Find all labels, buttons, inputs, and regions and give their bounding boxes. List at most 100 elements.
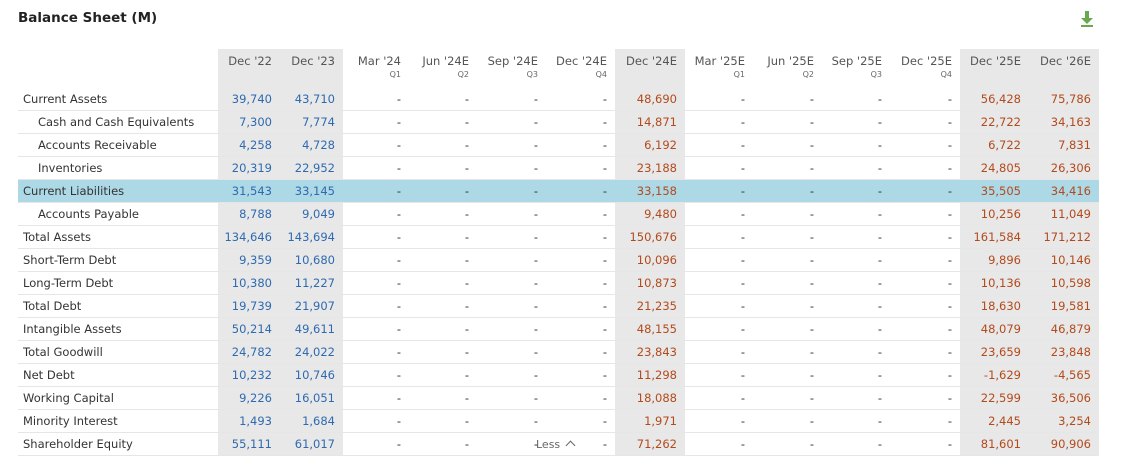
table-cell: 49,611 [280, 317, 343, 341]
download-arrow-icon[interactable] [1080, 10, 1094, 28]
table-cell: 134,646 [218, 225, 280, 249]
table-cell: 11,227 [280, 271, 343, 295]
table-cell: - [753, 110, 822, 134]
table-cell: 11,049 [1029, 202, 1099, 226]
table-cell: 71,262 [615, 432, 685, 456]
table-cell: - [409, 225, 477, 249]
table-cell: 22,952 [280, 156, 343, 180]
table-cell: - [822, 156, 890, 180]
table-row[interactable]: Long-Term Debt 10,380 11,227- - - -10,873- - - -… [18, 271, 1099, 295]
column-header-quarter: Q1 [389, 70, 401, 79]
column-header-label: Jun '25E [767, 54, 814, 68]
column-header: Mar '25E Q1 [685, 49, 753, 88]
table-cell: 43,710 [280, 88, 343, 111]
table-row[interactable]: Current Assets 39,740 43,710- - - -48,690- - - -… [18, 88, 1099, 111]
table-cell: 14,871 [615, 110, 685, 134]
table-cell: - [685, 202, 753, 226]
table-cell: - [343, 202, 409, 226]
table-cell: - [685, 88, 753, 111]
table-cell: -1,629 [960, 363, 1029, 387]
table-cell: 34,163 [1029, 110, 1099, 134]
table-cell: - [753, 179, 822, 203]
table-row[interactable]: Accounts Receivable 4,258 4,728- - - -6,192- -… [18, 133, 1099, 157]
table-cell: - [343, 386, 409, 410]
table-cell: - [753, 202, 822, 226]
table-cell: - [409, 386, 477, 410]
table-row[interactable]: Accounts Payable 8,788 9,049- - - -9,480- - - -1… [18, 202, 1099, 226]
table-cell: 19,739 [218, 294, 280, 318]
column-header: Jun '25E Q2 [753, 49, 822, 88]
table-cell: - [477, 409, 546, 433]
column-header: Dec '22 [218, 49, 280, 88]
table-row[interactable]: Working Capital 9,226 16,051- - - -18,088- - - -… [18, 386, 1099, 410]
table-cell: - [546, 432, 615, 456]
table-cell: 20,319 [218, 156, 280, 180]
table-cell: 10,598 [1029, 271, 1099, 295]
less-toggle-button[interactable]: Less [536, 438, 576, 451]
table-cell: - [409, 88, 477, 111]
table-row[interactable]: Minority Interest 1,493 1,684- - - -1,971- - - -… [18, 409, 1099, 433]
table-cell: 11,298 [615, 363, 685, 387]
table-row[interactable]: Net Debt 10,232 10,746- - - -11,298- - - - -1,629… [18, 363, 1099, 387]
table-row[interactable]: Cash and Cash Equivalents 7,300 7,774- - - -1… [18, 110, 1099, 134]
column-header: Dec '24E Q4 [546, 49, 615, 88]
table-row[interactable]: Shareholder Equity 55,111 61,017- - - -71,262… [18, 432, 1099, 456]
table-cell: - [409, 409, 477, 433]
table-cell: - [890, 248, 960, 272]
column-header-label: Mar '25E [694, 54, 745, 68]
table-cell: - [477, 88, 546, 111]
table-cell: - [409, 179, 477, 203]
table-row[interactable]: Short-Term Debt 9,359 10,680- - - -10,096- - - -… [18, 248, 1099, 272]
table-cell: 1,684 [280, 409, 343, 433]
table-cell: 150,676 [615, 225, 685, 249]
table-cell: - [822, 202, 890, 226]
table-cell: 26,306 [1029, 156, 1099, 180]
table-cell: - [477, 294, 546, 318]
table-cell: - [753, 88, 822, 111]
table-cell: - [822, 133, 890, 157]
table-cell: - [890, 340, 960, 364]
table-cell: - [546, 386, 615, 410]
table-cell: 55,111 [218, 432, 280, 456]
table-row[interactable]: Intangible Assets 50,214 49,611- - - -48,155-… [18, 317, 1099, 341]
table-cell: - [685, 271, 753, 295]
table-cell: - [890, 363, 960, 387]
table-cell: - [753, 225, 822, 249]
table-cell: 23,843 [615, 340, 685, 364]
table-cell: - [822, 179, 890, 203]
table-cell: - [822, 317, 890, 341]
row-label: Total Assets [18, 225, 218, 249]
table-cell: - [890, 294, 960, 318]
table-cell: - [822, 110, 890, 134]
row-label: Minority Interest [18, 409, 218, 433]
table-cell: - [477, 156, 546, 180]
table-cell: - [477, 363, 546, 387]
table-row[interactable]: Total Debt 19,739 21,907- - - -21,235- - - -18,6… [18, 294, 1099, 318]
table-cell: 9,226 [218, 386, 280, 410]
column-header: Dec '26E [1029, 49, 1099, 88]
table-cell: - [343, 88, 409, 111]
table-cell: 36,506 [1029, 386, 1099, 410]
table-row[interactable]: Total Goodwill 24,782 24,022- - - -23,843- - - -… [18, 340, 1099, 364]
table-cell: - [890, 432, 960, 456]
table-cell: - [822, 88, 890, 111]
table-row[interactable]: Inventories 20,319 22,952- - - -23,188- - - -24,… [18, 156, 1099, 180]
column-header-quarter: Q4 [595, 70, 607, 79]
table-row[interactable]: Current Liabilities 31,543 33,145- - - -33,15… [18, 179, 1099, 203]
table-cell: - [343, 133, 409, 157]
table-cell: - [409, 432, 477, 456]
column-header-label: Sep '24E [487, 54, 538, 68]
table-cell: - [822, 271, 890, 295]
column-header: Jun '24E Q2 [409, 49, 477, 88]
table-cell: - [890, 179, 960, 203]
table-cell: 10,136 [960, 271, 1029, 295]
row-label: Total Debt [18, 294, 218, 318]
table-cell: - [343, 271, 409, 295]
table-cell: - [685, 432, 753, 456]
chevron-up-icon [565, 440, 576, 451]
table-cell: - [409, 271, 477, 295]
table-cell: - [343, 248, 409, 272]
table-row[interactable]: Total Assets 134,646 143,694- - - -150,676- - -… [18, 225, 1099, 249]
table-cell: 8,788 [218, 202, 280, 226]
table-cell: 7,831 [1029, 133, 1099, 157]
